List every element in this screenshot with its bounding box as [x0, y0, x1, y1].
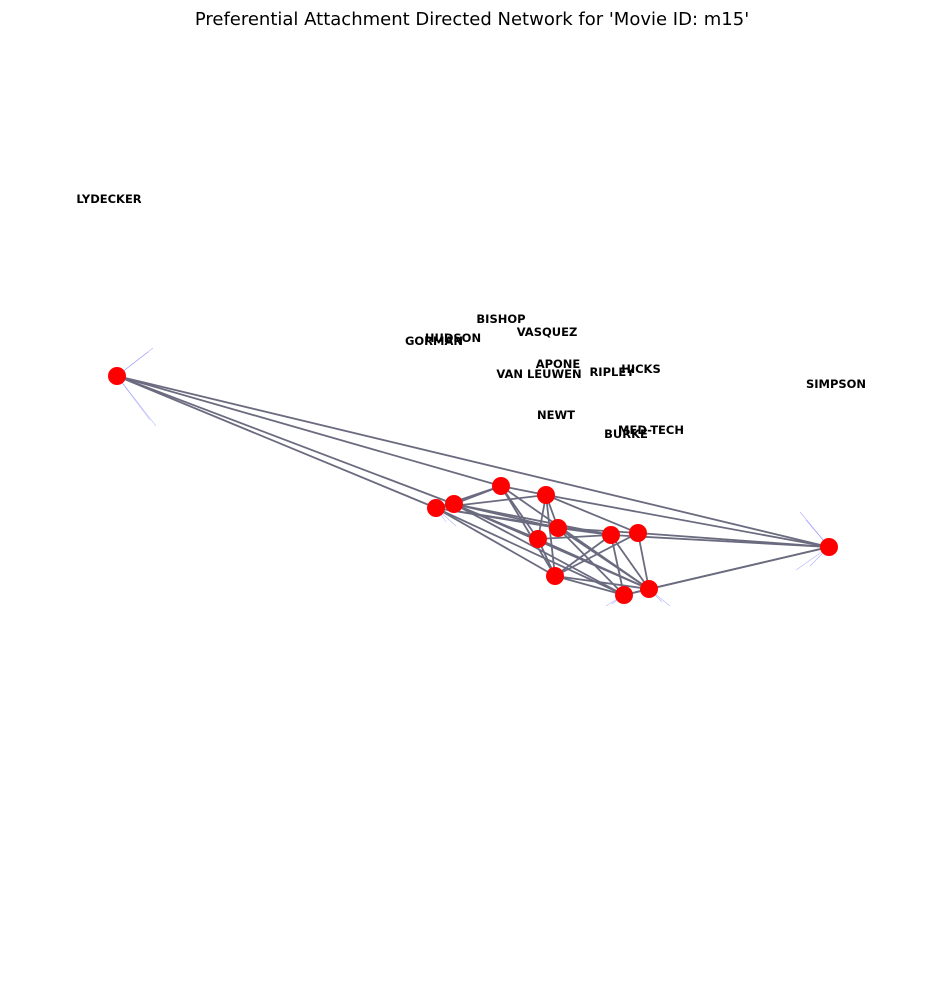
node-label: VASQUEZ — [517, 325, 578, 339]
arrowhead-stroke — [116, 375, 151, 421]
node-label: NEWT — [537, 408, 575, 422]
edge — [557, 527, 650, 590]
edge — [554, 575, 625, 596]
edge — [537, 538, 650, 590]
edge — [537, 534, 612, 540]
network-node — [820, 538, 838, 556]
network-node — [602, 526, 620, 544]
edge — [554, 532, 639, 577]
node-label: VAN LEUWEN — [496, 367, 581, 381]
edge — [116, 375, 455, 505]
node-label: LYDECKER — [76, 192, 141, 206]
edge — [500, 485, 556, 577]
node-layer — [108, 367, 838, 604]
node-label: BURKE — [604, 427, 648, 441]
edge — [554, 575, 650, 590]
diagram-title: Preferential Attachment Directed Network… — [195, 9, 749, 30]
edge — [545, 494, 556, 577]
edge — [116, 375, 830, 548]
network-node — [629, 524, 647, 542]
node-label: APONE — [536, 357, 581, 371]
network-node — [427, 499, 445, 517]
node-label: RIPLEY — [589, 365, 635, 379]
edge — [116, 375, 437, 509]
network-node — [492, 477, 510, 495]
node-label: SIMPSON — [806, 377, 866, 391]
edge — [116, 375, 502, 487]
edge — [557, 527, 639, 534]
node-label: GORMAN — [405, 334, 463, 348]
edge — [648, 546, 830, 590]
network-node — [640, 580, 658, 598]
network-node — [529, 530, 547, 548]
node-label: HICKS — [621, 362, 661, 376]
network-node — [537, 486, 555, 504]
edge — [545, 494, 830, 548]
network-node — [549, 519, 567, 537]
edge — [554, 534, 612, 577]
edge — [637, 532, 650, 590]
network-node — [445, 495, 463, 513]
edge-layer — [116, 375, 830, 596]
edge — [637, 532, 830, 548]
node-label: HUDSON — [425, 331, 481, 345]
network-node — [615, 586, 633, 604]
arrowhead-layer — [116, 347, 830, 607]
node-label: BISHOP — [476, 312, 525, 326]
edge — [545, 494, 639, 534]
edge — [435, 507, 556, 577]
node-label: MED-TECH — [618, 423, 684, 437]
network-node — [108, 367, 126, 385]
network-node — [546, 567, 564, 585]
